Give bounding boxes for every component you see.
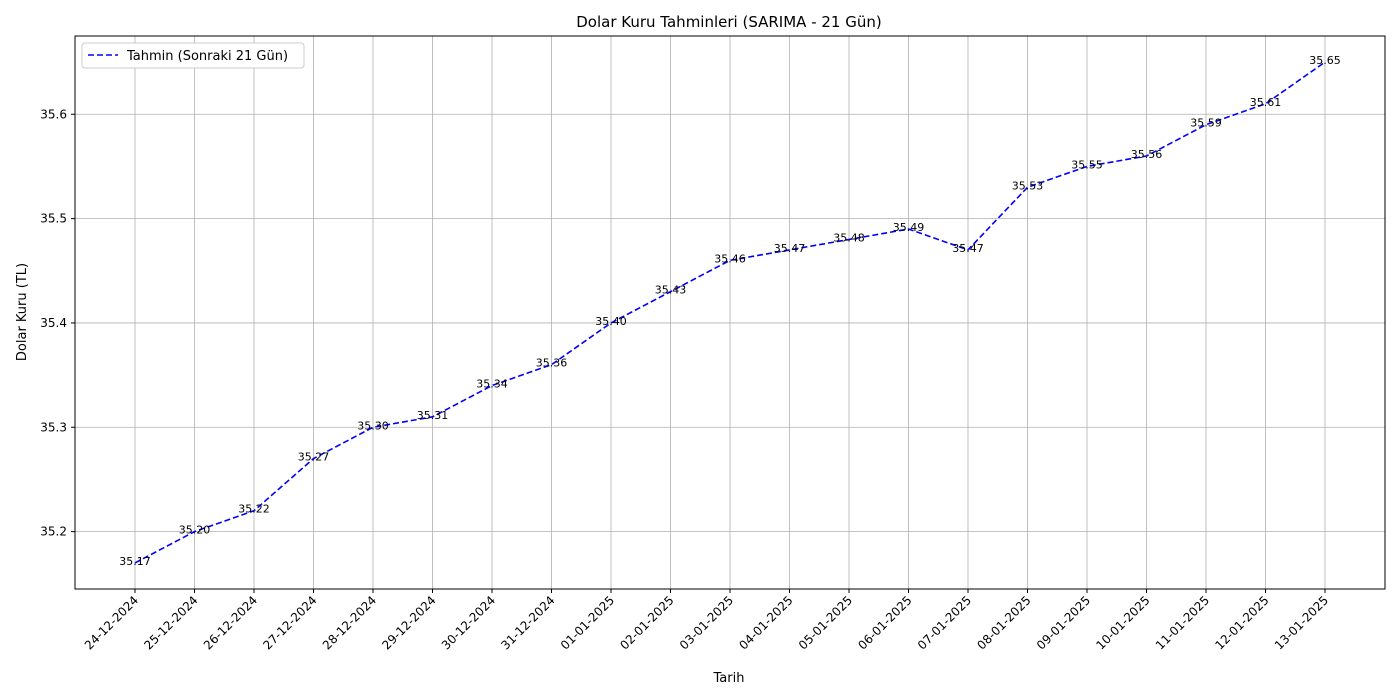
y-tick-label: 35.2: [40, 525, 67, 539]
x-tick-label: 07-01-2025: [915, 593, 974, 652]
x-tick-label: 30-12-2024: [439, 593, 498, 652]
data-label: 35.43: [655, 284, 687, 297]
y-tick-label: 35.3: [40, 420, 67, 434]
data-label: 35.49: [893, 221, 925, 234]
data-label: 35.17: [119, 555, 151, 568]
data-label: 35.31: [417, 409, 449, 422]
x-tick-label: 03-01-2025: [677, 593, 736, 652]
data-label: 35.48: [833, 231, 865, 244]
legend-label: Tahmin (Sonraki 21 Gün): [126, 49, 288, 64]
x-tick-label: 25-12-2024: [141, 593, 200, 652]
y-axis-label: Dolar Kuru (TL): [15, 263, 30, 361]
data-label: 35.56: [1131, 148, 1163, 161]
chart-title: Dolar Kuru Tahminleri (SARIMA - 21 Gün): [576, 13, 881, 31]
x-tick-label: 29-12-2024: [379, 593, 438, 652]
data-labels: 35.17 35.20 35.22 35.27 35.30 35.31 35.34 35.36…: [119, 54, 1341, 568]
x-tick-label: 11-01-2025: [1153, 593, 1212, 652]
x-tick-label: 28-12-2024: [320, 593, 379, 652]
data-label: 35.47: [952, 242, 984, 255]
x-tick-label: 05-01-2025: [796, 593, 855, 652]
data-label: 35.59: [1190, 117, 1222, 130]
x-tick-label: 27-12-2024: [260, 593, 319, 652]
y-tick-label: 35.4: [40, 316, 67, 330]
data-label: 35.61: [1250, 96, 1282, 109]
data-label: 35.46: [714, 252, 746, 265]
data-label: 35.30: [357, 419, 389, 432]
data-label: 35.55: [1071, 158, 1103, 171]
x-tick-label: 08-01-2025: [974, 593, 1033, 652]
data-label: 35.47: [774, 242, 806, 255]
grid-lines: [75, 36, 1385, 589]
x-tick-label: 06-01-2025: [855, 593, 914, 652]
y-tick-label: 35.5: [40, 212, 67, 226]
data-label: 35.34: [476, 378, 508, 391]
data-label: 35.22: [238, 503, 270, 516]
x-tick-label: 12-01-2025: [1212, 593, 1271, 652]
series-layer: [134, 61, 1326, 564]
data-label: 35.53: [1012, 179, 1044, 192]
legend-box: [81, 42, 305, 69]
x-tick-label: 04-01-2025: [736, 593, 795, 652]
x-tick-label: 24-12-2024: [82, 593, 141, 652]
series-line-forecast: [134, 61, 1326, 564]
data-label: 35.36: [536, 357, 568, 370]
data-label: 35.40: [595, 315, 627, 328]
x-tick-label: 10-01-2025: [1093, 593, 1152, 652]
x-tick-label: 26-12-2024: [201, 593, 260, 652]
x-tick-label: 09-01-2025: [1034, 593, 1093, 652]
x-tick-label: 31-12-2024: [498, 593, 557, 652]
data-label: 35.20: [179, 524, 211, 537]
x-axis: 24-12-2024 25-12-2024 26-12-2024 27-12-2024…: [82, 589, 1331, 652]
data-label: 35.27: [298, 451, 330, 464]
x-axis-label: Tarih: [713, 671, 745, 686]
legend: Tahmin (Sonraki 21 Gün): [81, 42, 305, 69]
data-label: 35.65: [1309, 54, 1341, 67]
x-tick-label: 02-01-2025: [617, 593, 676, 652]
y-axis: 35.2 35.3 35.4 35.5 35.6: [40, 107, 75, 539]
x-tick-label: 13-01-2025: [1272, 593, 1331, 652]
y-tick-label: 35.6: [40, 107, 67, 121]
x-tick-label: 01-01-2025: [558, 593, 617, 652]
